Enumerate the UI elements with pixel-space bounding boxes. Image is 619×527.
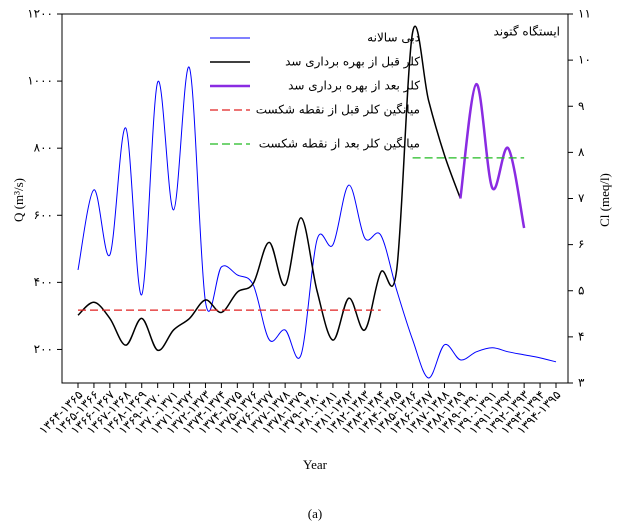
series-line <box>77 25 462 352</box>
legend-label: میانگین کلر بعد از نقطه شکست <box>259 137 420 152</box>
x-axis-title: Year <box>303 457 328 472</box>
y2-tick-label: ۹ <box>578 99 584 113</box>
series-line <box>77 66 557 379</box>
y2-tick-label: ۱۱ <box>578 7 591 21</box>
y-tick-label: ۶۰۰ <box>34 208 53 222</box>
y-tick-label: ۲۰۰ <box>34 342 53 356</box>
y2-tick-label: ۸ <box>578 145 585 159</box>
y2-tick-label: ۴ <box>578 329 584 343</box>
caption: (a) <box>308 506 322 521</box>
legend-label: کلر قبل از بهره برداری سد <box>285 55 420 70</box>
y-tick-label: ۱۲۰۰ <box>27 7 53 21</box>
annotation: ایستگاه گتوند <box>493 25 560 40</box>
y-tick-label: ۱۰۰۰ <box>27 74 53 88</box>
y2-tick-label: ۵ <box>578 283 584 297</box>
legend-label: دبی سالانه <box>367 31 420 45</box>
y-tick-label: ۴۰۰ <box>34 275 53 289</box>
y-axis-title: Q (m³/s) <box>11 178 26 222</box>
legend-label: میانگین کلر قبل از نقطه شکست <box>256 103 420 118</box>
y2-tick-label: ۷ <box>578 191 585 205</box>
y2-tick-label: ۱۰ <box>578 53 591 67</box>
y-tick-label: ۸۰۰ <box>34 141 53 155</box>
series-line <box>459 82 526 229</box>
y2-axis-title: Cl (meq/l) <box>597 173 612 227</box>
y2-tick-label: ۳ <box>578 376 585 390</box>
legend-label: کلر بعد از بهره برداری سد <box>288 79 420 94</box>
plot-frame <box>61 13 569 384</box>
y2-tick-label: ۶ <box>578 237 584 251</box>
